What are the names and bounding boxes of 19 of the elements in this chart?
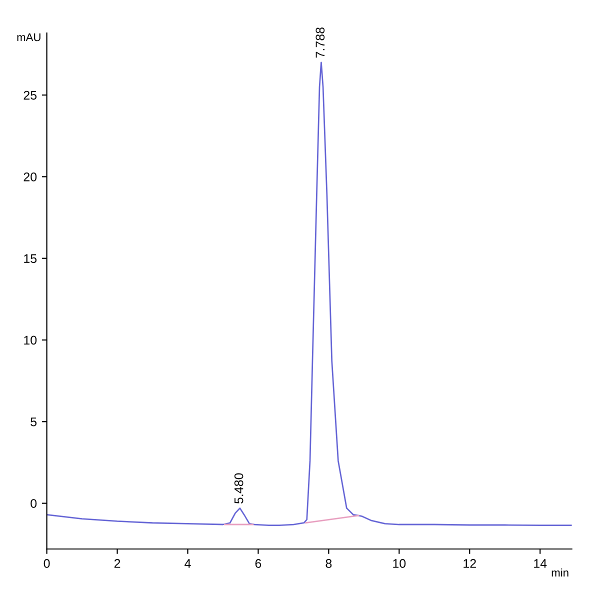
x-tick-label: 8 [326,559,332,568]
y-tick-label: 25 [24,90,37,100]
annotation: 5.480 [234,473,244,504]
x-tick-label: 14 [534,559,547,568]
x-tick-label: 2 [114,559,120,568]
x-tick-label: 6 [255,559,262,568]
y-axis-title: mAU [17,33,40,42]
y-tick-label: 10 [24,336,37,345]
x-axis-title: min [552,568,568,576]
x-tick-label: 4 [184,559,191,568]
y-tick-label: 0 [30,499,37,508]
line-series [46,62,572,526]
x-tick-label: 12 [464,559,476,568]
y-tick-label: 20 [24,172,37,182]
x-tick-label: 0 [44,559,50,568]
y-tick-label: 15 [24,254,37,263]
annotation: 7.788 [316,27,325,58]
x-tick-label: 10 [393,559,406,568]
y-tick-label: 5 [30,418,37,426]
